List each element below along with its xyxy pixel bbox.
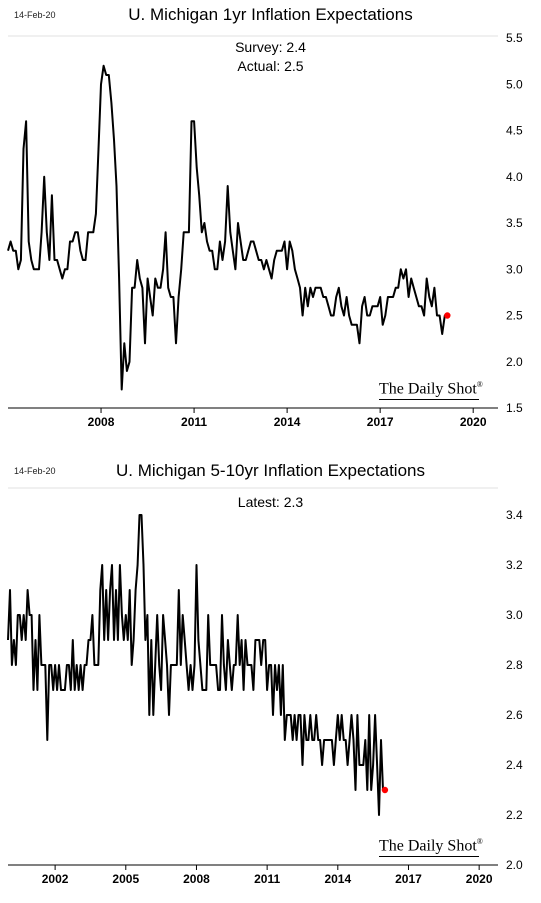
chart-1yr-y-tick-label: 3.0 — [506, 262, 523, 276]
chart-5-10yr-series-line — [7, 514, 385, 816]
chart-1yr-x-tick-label: 2017 — [367, 415, 394, 429]
chart-5-10yr-y-tick-label: 2.6 — [506, 708, 523, 722]
chart-1yr-y-tick-label: 3.5 — [506, 216, 523, 230]
chart-5-10yr-x-tick-label: 2008 — [183, 872, 210, 886]
chart-5-10yr-brand-underline — [379, 856, 479, 857]
chart-1yr-y-tick-label: 1.5 — [506, 401, 523, 415]
chart-5-10yr-x-tick-label: 2020 — [466, 872, 493, 886]
chart-1yr-brand-logo: The Daily Shot® — [379, 380, 483, 398]
chart-1yr-plot: 1.5 2.0 2.5 3.0 3.5 4.0 4.5 5.0 5.5 2008 2011 2014 2… — [7, 31, 523, 429]
chart-1yr-x-tick-label: 2011 — [181, 415, 207, 429]
chart-1yr-y-tick-label: 4.0 — [506, 170, 523, 184]
chart-1yr-y-tick-label: 5.0 — [506, 77, 523, 91]
chart-5-10yr-plot: 2.0 2.2 2.4 2.6 2.8 3.0 3.2 3.4 2002 2005 2008 2011… — [7, 487, 523, 886]
chart-5-10yr-last-value-marker — [381, 786, 389, 794]
chart-1yr-date-stamp: 14-Feb-20 — [14, 10, 56, 20]
chart-5-10yr-title: U. Michigan 5-10yr Inflation Expectation… — [116, 461, 425, 480]
chart-5-10yr-annotation-latest: Latest: 2.3 — [237, 494, 304, 510]
chart-1yr-title: U. Michigan 1yr Inflation Expectations — [128, 5, 413, 24]
chart-1yr-x-tick-label: 2008 — [88, 415, 115, 429]
chart-5-10yr-y-tick-label: 2.0 — [506, 858, 523, 872]
chart-1yr-last-value-marker — [444, 312, 451, 319]
chart-1yr-x-tick-label: 2020 — [460, 415, 487, 429]
chart-5-10yr-date-stamp: 14-Feb-20 — [14, 466, 56, 476]
chart-5-10yr-y-tick-label: 2.4 — [506, 758, 523, 772]
chart-1yr-y-tick-label: 5.5 — [506, 31, 523, 45]
chart-5-10yr-y-tick-label: 3.2 — [506, 558, 523, 572]
chart-5-10yr-y-tick-label: 2.2 — [506, 808, 523, 822]
chart-1yr-annotation-actual: Actual: 2.5 — [237, 58, 304, 74]
chart-1yr-x-tick-label: 2014 — [274, 415, 301, 429]
chart-1yr-panel: 14-Feb-20 U. Michigan 1yr Inflation Expe… — [0, 0, 541, 440]
chart-5-10yr-y-tick-label: 3.0 — [506, 608, 523, 622]
chart-5-10yr-y-tick-label: 2.8 — [506, 658, 523, 672]
chart-1yr-annotation-survey: Survey: 2.4 — [235, 39, 306, 55]
chart-1yr-brand-underline — [379, 399, 479, 400]
chart-5-10yr-x-tick-label: 2002 — [42, 872, 69, 886]
chart-5-10yr-x-tick-label: 2014 — [324, 872, 351, 886]
chart-5-10yr-y-tick-label: 3.4 — [506, 508, 523, 522]
chart-5-10yr-brand-logo: The Daily Shot® — [379, 837, 483, 855]
chart-5-10yr-x-tick-label: 2011 — [254, 872, 280, 886]
chart-1yr-y-tick-label: 2.0 — [506, 355, 523, 369]
chart-1yr-y-tick-label: 4.5 — [506, 124, 523, 138]
chart-5-10yr-x-tick-label: 2005 — [112, 872, 139, 886]
chart-5-10yr-x-tick-label: 2017 — [395, 872, 422, 886]
chart-5-10yr-panel: 14-Feb-20 U. Michigan 5-10yr Inflation E… — [0, 455, 541, 903]
chart-1yr-y-tick-label: 2.5 — [506, 309, 523, 323]
chart-1yr-series-line — [7, 64, 448, 391]
